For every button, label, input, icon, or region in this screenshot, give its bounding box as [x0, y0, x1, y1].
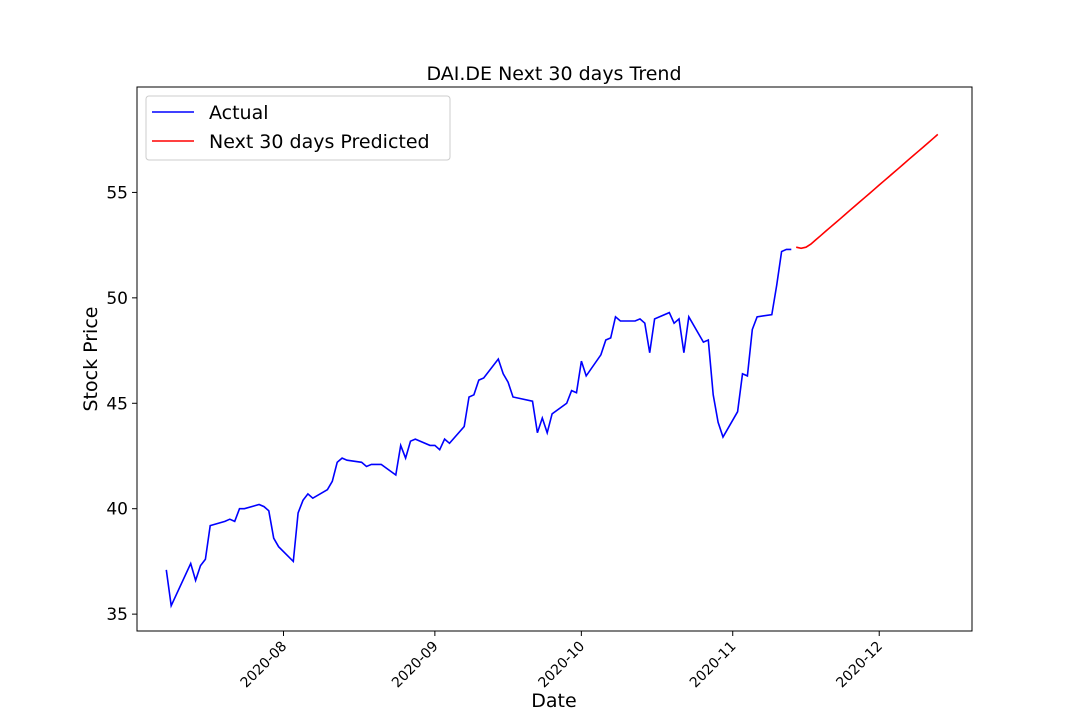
- plot-frame: [136, 86, 973, 632]
- chart-title: DAI.DE Next 30 days Trend: [426, 63, 681, 85]
- series-line-actual: [165, 248, 792, 609]
- legend: Actual Next 30 days Predicted: [145, 95, 451, 161]
- x-axis-label: Date: [531, 690, 576, 712]
- y-tick-label: 35: [106, 605, 128, 625]
- legend-label-predicted: Next 30 days Predicted: [209, 131, 430, 153]
- y-axis-label: Stock Price: [80, 307, 102, 412]
- series-line-predicted: [796, 133, 939, 250]
- legend-label-actual: Actual: [209, 102, 269, 124]
- y-tick-label: 50: [106, 289, 128, 309]
- y-tick-label: 40: [106, 500, 128, 520]
- series-layer: [165, 133, 939, 609]
- y-tick-label: 45: [106, 394, 128, 414]
- legend-box: [145, 95, 451, 161]
- y-tick-label: 55: [106, 183, 128, 203]
